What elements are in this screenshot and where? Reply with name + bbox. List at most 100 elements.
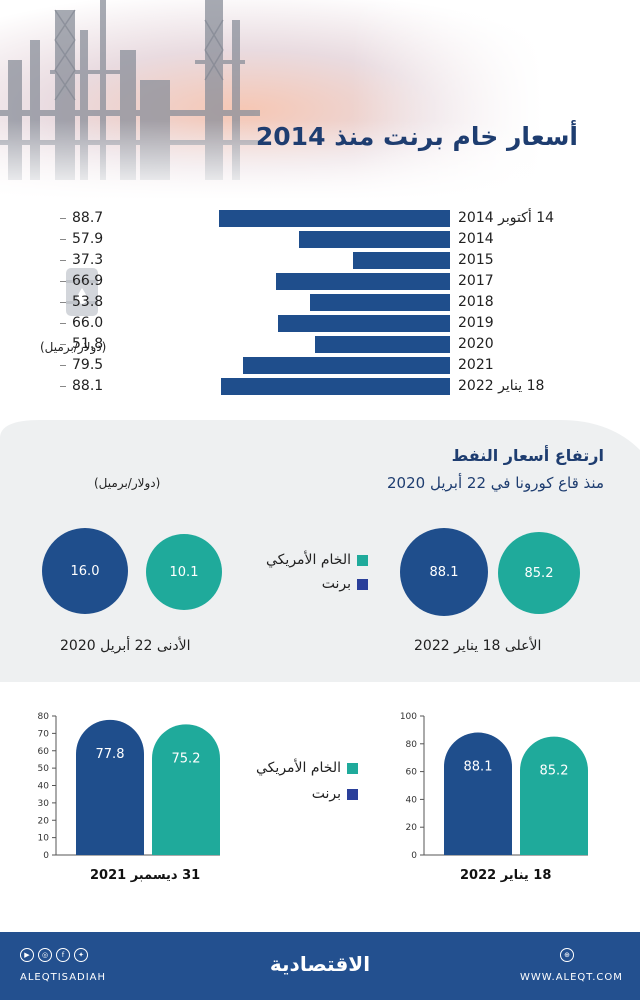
high-caption: الأعلى 18 يناير 2022 — [414, 638, 542, 654]
legend-brent-label: برنت — [321, 576, 351, 592]
refinery-background — [0, 0, 640, 200]
hbar-tick — [60, 239, 66, 240]
low-brent-value: 16.0 — [70, 563, 100, 579]
high-wti-circle: 85.2 — [498, 532, 580, 614]
legend3-brent-label: برنت — [311, 786, 341, 802]
hbar — [276, 273, 450, 290]
hbar-row: 37.3 2015 — [0, 252, 640, 269]
hbar-value: 66.9 — [72, 273, 104, 289]
twitter-icon[interactable]: ✦ — [74, 948, 88, 962]
website-url[interactable]: WWW.ALEQT.COM — [520, 972, 623, 983]
youtube-icon[interactable]: ▶ — [20, 948, 34, 962]
hbar-tick — [60, 302, 66, 303]
hbar-tick — [60, 344, 66, 345]
hbar — [278, 315, 450, 332]
y-tick-label: 40 — [38, 782, 50, 792]
hbar-row: 53.8 2018 — [0, 294, 640, 311]
hbar-row: 88.7 14 أكتوبر 2014 — [0, 210, 640, 227]
hbar-row: 79.5 2021 — [0, 357, 640, 374]
hbar — [243, 357, 450, 374]
vbar-value: 88.1 — [464, 760, 493, 775]
section2-title: ارتفاع أسعار النفط — [451, 446, 604, 465]
y-tick-label: 60 — [406, 768, 418, 778]
y-tick-label: 80 — [38, 712, 50, 722]
hbar-row: 66.0 2019 — [0, 315, 640, 332]
bar-chart-dec-2021: 80 70 60 50 40 30 20 10 0 77.8 75.2 — [38, 712, 220, 861]
hbar-category: 2019 — [458, 315, 494, 331]
caption-jan-2022: 18 يناير 2022 — [460, 868, 552, 883]
hbar-tick — [60, 386, 66, 387]
vbar — [76, 719, 144, 855]
hbar — [219, 210, 450, 227]
hbar-value: 51.8 — [72, 336, 104, 352]
facebook-icon[interactable]: f — [56, 948, 70, 962]
hbar-value: 88.7 — [72, 210, 104, 226]
hbar-category: 2015 — [458, 252, 494, 268]
section2-unit: (دولار/برميل) — [94, 476, 161, 490]
hbar-row: 88.1 18 يناير 2022 — [0, 378, 640, 395]
hbar-value: 88.1 — [72, 378, 104, 394]
hbar-category: 2017 — [458, 273, 494, 289]
low-brent-circle: 16.0 — [42, 528, 128, 614]
hbar-category: 2021 — [458, 357, 494, 373]
y-tick-label: 80 — [406, 740, 418, 750]
hbar — [315, 336, 450, 353]
y-tick-label: 0 — [43, 851, 49, 861]
y-tick-label: 100 — [400, 712, 417, 722]
hbar-value: 53.8 — [72, 294, 104, 310]
vbar-value: 77.8 — [96, 747, 125, 762]
hbar-row: 66.9 2017 — [0, 273, 640, 290]
legend3-wti: الخام الأمريكي — [256, 760, 358, 776]
y-tick-label: 60 — [38, 747, 50, 757]
hbar-value: 37.3 — [72, 252, 104, 268]
vbar — [152, 724, 220, 855]
high-brent-value: 88.1 — [429, 564, 459, 580]
low-wti-value: 10.1 — [169, 564, 199, 580]
high-wti-value: 85.2 — [524, 565, 554, 581]
hbar-value: 79.5 — [72, 357, 104, 373]
hbar-category: 18 يناير 2022 — [458, 378, 545, 394]
vbar — [520, 736, 588, 855]
legend-wti-label: الخام الأمريكي — [266, 552, 351, 568]
hbar — [310, 294, 450, 311]
y-tick-label: 10 — [38, 834, 50, 844]
bar-chart-jan-2022: 100 80 60 40 20 0 88.1 85.2 — [400, 712, 588, 861]
vbar-value: 75.2 — [172, 751, 201, 766]
y-tick-label: 20 — [38, 816, 50, 826]
instagram-icon[interactable]: ◎ — [38, 948, 52, 962]
social-icons: ▶ ◎ f ✦ — [20, 948, 88, 962]
hbar-tick — [60, 365, 66, 366]
hbar-value: 66.0 — [72, 315, 104, 331]
hbar-tick — [60, 323, 66, 324]
hbar-row: 57.9 2014 — [0, 231, 640, 248]
hbar-category: 14 أكتوبر 2014 — [458, 210, 555, 226]
y-tick-label: 40 — [406, 795, 418, 805]
brand-logo: الاقتصادية — [269, 952, 371, 976]
page-title: أسعار خام برنت منذ 2014 — [255, 122, 578, 151]
vbar — [444, 732, 512, 855]
hbar-category: 2014 — [458, 231, 494, 247]
section2-subtitle: منذ قاع كورونا في 22 أبريل 2020 — [387, 474, 604, 492]
footer: الاقتصادية ▶ ◎ f ✦ ALEQTISADIAH ⊕ WWW.AL… — [0, 932, 640, 1000]
y-tick-label: 0 — [411, 851, 417, 861]
oil-barrel-icon — [66, 268, 98, 316]
legend-wti: الخام الأمريكي — [266, 552, 368, 568]
y-tick-label: 70 — [38, 729, 50, 739]
legend-wti-swatch — [357, 554, 368, 566]
hbar — [220, 378, 450, 395]
vbar-value: 85.2 — [540, 764, 569, 779]
low-caption: الأدنى 22 أبريل 2020 — [60, 638, 191, 654]
y-tick-label: 50 — [38, 764, 50, 774]
social-handle[interactable]: ALEQTISADIAH — [20, 972, 107, 983]
hbar-tick — [60, 218, 66, 219]
section2-background — [0, 420, 640, 682]
legend3-brent-swatch — [347, 788, 358, 800]
globe-icon: ⊕ — [560, 948, 574, 962]
y-tick-label: 30 — [38, 799, 50, 809]
y-tick-label: 20 — [406, 823, 418, 833]
legend-brent: برنت — [322, 576, 368, 592]
legend3-brent: برنت — [312, 786, 358, 802]
legend3-wti-swatch — [347, 762, 358, 774]
low-wti-circle: 10.1 — [146, 534, 222, 610]
hbar-row: 51.8 2020 — [0, 336, 640, 353]
